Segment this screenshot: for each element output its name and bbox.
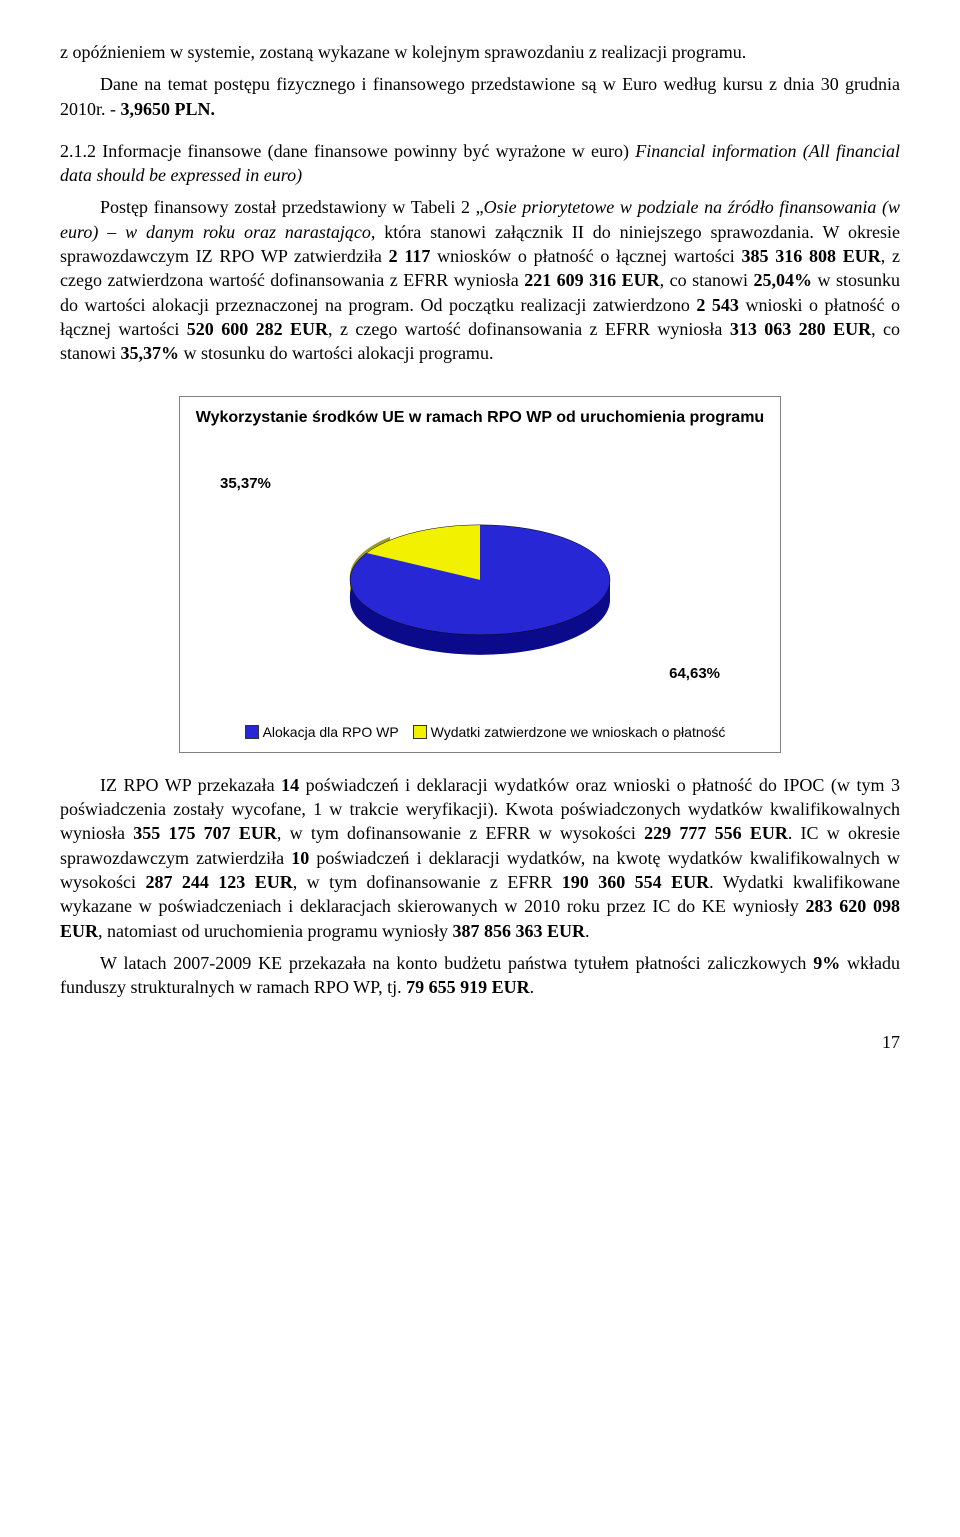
paragraph-declarations: IZ RPO WP przekazała 14 poświadczeń i de… bbox=[60, 773, 900, 943]
paragraph-advance-payments: W latach 2007-2009 KE przekazała na kont… bbox=[60, 951, 900, 1000]
chart-legend: Alokacja dla RPO WP Wydatki zatwierdzone… bbox=[180, 714, 780, 752]
text: wniosków o płatność o łącznej wartości bbox=[430, 246, 741, 266]
bold-text: 9% bbox=[813, 953, 840, 973]
text: W latach 2007-2009 KE przekazała na kont… bbox=[100, 953, 813, 973]
pie-icon bbox=[330, 500, 630, 676]
section-title: Informacje finansowe (dane finansowe pow… bbox=[102, 141, 635, 161]
text: , natomiast od uruchomienia programu wyn… bbox=[98, 921, 452, 941]
page-number: 17 bbox=[60, 1030, 900, 1054]
bold-text: 2 117 bbox=[389, 246, 431, 266]
bold-text: 79 655 919 EUR bbox=[406, 977, 530, 997]
bold-text: 14 bbox=[281, 775, 299, 795]
bold-text: 221 609 316 EUR bbox=[524, 270, 659, 290]
text: , co stanowi bbox=[660, 270, 754, 290]
chart-body: 35,37% 64,63% bbox=[180, 434, 780, 714]
section-number: 2.1.2 bbox=[60, 141, 96, 161]
slice-label-blue: 64,63% bbox=[669, 664, 720, 684]
bold-text: 520 600 282 EUR bbox=[187, 319, 328, 339]
text: , w tym dofinansowanie z EFRR bbox=[293, 872, 562, 892]
chart-title: Wykorzystanie środków UE w ramach RPO WP… bbox=[180, 397, 780, 435]
bold-text: 190 360 554 EUR bbox=[562, 872, 709, 892]
bold-text: 25,04% bbox=[754, 270, 813, 290]
paragraph-financial-progress: Postęp finansowy został przedstawiony w … bbox=[60, 195, 900, 365]
bold-text: 385 316 808 EUR bbox=[742, 246, 881, 266]
bold-text: 313 063 280 EUR bbox=[730, 319, 871, 339]
slice-label-yellow: 35,37% bbox=[220, 474, 271, 494]
bold-text: 10 bbox=[291, 848, 309, 868]
text: , w tym dofinansowanie z EFRR w wysokośc… bbox=[277, 823, 644, 843]
legend-label-blue: Alokacja dla RPO WP bbox=[263, 724, 399, 740]
legend-swatch-blue bbox=[245, 725, 259, 739]
text: . bbox=[530, 977, 535, 997]
bold-text: 35,37% bbox=[121, 343, 180, 363]
bold-text: 2 543 bbox=[696, 295, 739, 315]
section-heading: 2.1.2 Informacje finansowe (dane finanso… bbox=[60, 139, 900, 188]
paragraph-rates: Dane na temat postępu fizycznego i finan… bbox=[60, 72, 900, 121]
bold-text: 229 777 556 EUR bbox=[644, 823, 788, 843]
text: . bbox=[585, 921, 590, 941]
text: w stosunku do wartości alokacji programu… bbox=[179, 343, 493, 363]
text: IZ RPO WP przekazała bbox=[100, 775, 281, 795]
bold-text: 355 175 707 EUR bbox=[133, 823, 277, 843]
text: Postęp finansowy został przedstawiony w … bbox=[100, 197, 484, 217]
text: , z czego wartość dofinansowania z EFRR … bbox=[328, 319, 730, 339]
legend-swatch-yellow bbox=[413, 725, 427, 739]
pie-chart-container: Wykorzystanie środków UE w ramach RPO WP… bbox=[179, 396, 781, 753]
bold-text: 387 856 363 EUR bbox=[452, 921, 585, 941]
exchange-rate: 3,9650 PLN. bbox=[121, 99, 216, 119]
bold-text: 287 244 123 EUR bbox=[145, 872, 292, 892]
legend-label-yellow: Wydatki zatwierdzone we wnioskach o płat… bbox=[431, 724, 726, 740]
paragraph-continuation: z opóźnieniem w systemie, zostaną wykaza… bbox=[60, 40, 900, 64]
